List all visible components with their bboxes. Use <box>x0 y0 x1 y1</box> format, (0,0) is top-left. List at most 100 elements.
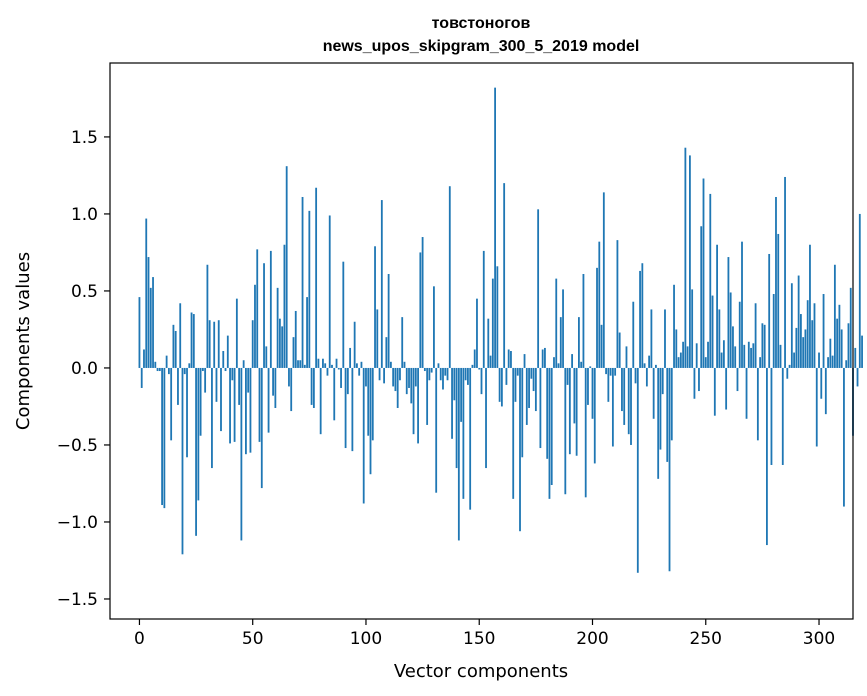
bar-205 <box>602 192 605 368</box>
bar-289 <box>793 352 796 368</box>
bar-197 <box>584 367 587 498</box>
bar-39 <box>226 335 229 368</box>
bar-307 <box>833 264 836 368</box>
bar-201 <box>593 367 596 464</box>
bar-219 <box>634 367 637 384</box>
bar-47 <box>245 367 247 455</box>
bar-173 <box>530 367 533 379</box>
bar-114 <box>396 367 399 408</box>
bar-137 <box>448 186 451 368</box>
bar-95 <box>353 321 356 368</box>
bar-101 <box>367 367 370 436</box>
y-tick-label-3: 0.0 <box>71 359 98 379</box>
bar-26 <box>197 367 200 501</box>
bar-187 <box>562 289 564 368</box>
bar-104 <box>374 246 376 368</box>
bar-126 <box>423 367 426 372</box>
bar-318 <box>858 213 861 368</box>
bar-216 <box>627 367 630 435</box>
bar-1 <box>140 367 143 388</box>
bar-301 <box>820 367 823 399</box>
bar-2 <box>143 349 145 368</box>
bar-69 <box>294 310 297 368</box>
bar-63 <box>281 326 284 368</box>
bar-53 <box>258 367 261 442</box>
bar-227 <box>652 367 655 419</box>
bar-84 <box>328 215 331 368</box>
bar-117 <box>403 361 406 368</box>
bar-111 <box>389 361 392 368</box>
bar-198 <box>587 367 589 405</box>
bar-131 <box>435 367 438 493</box>
chart-title-line-1: товстоногов <box>432 15 531 32</box>
bar-275 <box>761 323 764 368</box>
bar-255 <box>716 244 718 368</box>
bar-254 <box>713 367 716 416</box>
bar-172 <box>528 367 530 408</box>
bar-248 <box>700 226 703 368</box>
bar-58 <box>269 250 272 368</box>
bar-295 <box>806 300 809 368</box>
bar-218 <box>632 301 635 368</box>
bar-178 <box>541 349 544 368</box>
bar-179 <box>544 347 546 368</box>
bar-59 <box>272 367 274 396</box>
bar-9 <box>158 367 161 372</box>
bar-154 <box>487 318 490 368</box>
bar-229 <box>657 367 660 479</box>
x-tick-label-50: 50 <box>242 629 264 649</box>
bar-37 <box>222 351 225 368</box>
bar-204 <box>600 324 603 368</box>
bar-184 <box>555 278 558 368</box>
bar-22 <box>188 363 191 368</box>
bar-134 <box>442 367 444 390</box>
bar-166 <box>514 367 517 402</box>
bar-188 <box>564 367 567 495</box>
bar-46 <box>242 360 245 368</box>
bar-7 <box>154 361 157 368</box>
bar-75 <box>308 210 311 368</box>
y-tick-label-5: 1.0 <box>71 205 98 225</box>
bar-48 <box>247 367 250 393</box>
bar-77 <box>312 367 315 408</box>
bar-29 <box>204 367 207 393</box>
bar-128 <box>428 367 431 381</box>
bar-243 <box>689 155 691 368</box>
bar-217 <box>630 367 632 445</box>
bar-174 <box>532 367 535 392</box>
bar-220 <box>636 367 639 573</box>
bar-148 <box>473 349 476 368</box>
bar-261 <box>729 292 732 368</box>
bar-133 <box>439 367 442 381</box>
bar-244 <box>691 289 694 368</box>
bar-199 <box>589 366 592 368</box>
bar-298 <box>813 303 816 368</box>
bar-54 <box>260 367 263 489</box>
bar-40 <box>229 367 231 444</box>
bar-169 <box>521 367 524 458</box>
bar-200 <box>591 367 594 419</box>
bar-235 <box>670 367 673 441</box>
bar-287 <box>788 364 791 368</box>
bar-21 <box>186 367 188 458</box>
bar-17 <box>177 367 179 405</box>
bar-171 <box>525 367 528 425</box>
bar-284 <box>781 367 784 465</box>
bar-99 <box>362 367 365 504</box>
bar-279 <box>770 367 773 465</box>
bar-116 <box>401 317 404 368</box>
bar-65 <box>285 166 288 368</box>
bar-103 <box>371 367 374 441</box>
bar-20 <box>183 367 186 375</box>
y-tick-label-0: −1.5 <box>57 590 98 610</box>
bar-72 <box>301 196 304 368</box>
y-axis-label: Components values <box>13 252 34 430</box>
bar-300 <box>818 352 820 368</box>
x-tick-label-200: 200 <box>576 629 608 649</box>
bar-73 <box>303 364 306 368</box>
bar-122 <box>414 367 417 387</box>
x-axis-label: Vector components <box>394 661 568 682</box>
bar-79 <box>317 358 320 368</box>
bar-278 <box>768 253 771 368</box>
